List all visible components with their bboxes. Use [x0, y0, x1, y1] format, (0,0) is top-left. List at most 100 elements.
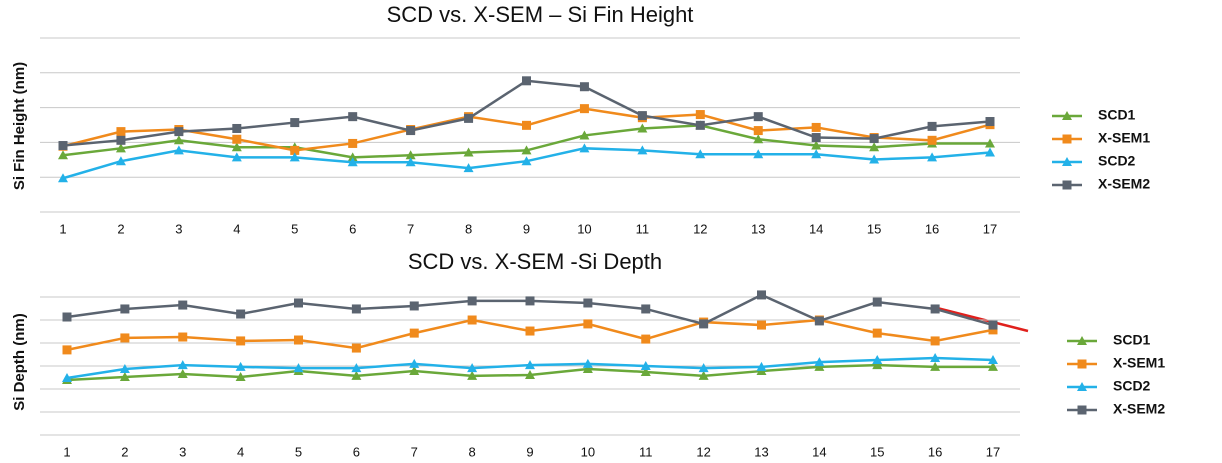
legend-label: SCD2 [1113, 378, 1151, 394]
data-point [930, 304, 940, 314]
data-point [872, 360, 883, 370]
data-point [521, 156, 532, 166]
data-point [405, 150, 416, 160]
x-tick-label: 3 [179, 444, 186, 459]
data-point [62, 345, 72, 355]
data-point [294, 298, 303, 308]
x-tick-label: 6 [353, 444, 360, 459]
legend-marker [1062, 180, 1072, 190]
x-tick-label: 7 [411, 444, 418, 459]
data-point [62, 312, 72, 322]
x-tick-label: 8 [465, 221, 472, 236]
data-point [467, 370, 478, 380]
data-point [116, 127, 126, 137]
data-point [872, 297, 882, 307]
data-point [120, 333, 130, 343]
data-point [351, 343, 361, 353]
x-tick-label: 1 [63, 444, 70, 459]
data-point [641, 334, 651, 344]
x-tick-label: 13 [751, 221, 765, 236]
data-point [579, 82, 589, 92]
chart-title: SCD vs. X-SEM – Si Fin Height [387, 2, 694, 27]
data-point [58, 141, 68, 151]
x-tick-label: 5 [291, 221, 298, 236]
x-tick-label: 5 [295, 444, 302, 459]
x-tick-label: 4 [233, 221, 240, 236]
chart-title: SCD vs. X-SEM -Si Depth [408, 249, 662, 274]
data-point [641, 304, 651, 314]
data-point [985, 138, 995, 148]
legend-marker [1077, 405, 1087, 415]
data-point [640, 361, 651, 370]
x-tick-label: 17 [983, 221, 997, 236]
data-point [811, 122, 821, 132]
data-point [811, 140, 822, 150]
data-point [463, 147, 474, 157]
data-point [637, 123, 648, 133]
data-point [814, 361, 825, 371]
data-point [814, 357, 825, 367]
data-point [927, 152, 938, 162]
data-point [927, 121, 937, 131]
data-point [348, 138, 358, 148]
x-tick-label: 15 [870, 444, 884, 459]
data-point [695, 120, 705, 130]
data-point [115, 143, 126, 153]
data-point [177, 360, 188, 370]
data-point [409, 358, 420, 368]
data-point [640, 366, 651, 376]
data-point [347, 157, 358, 167]
legend-label: SCD1 [1098, 107, 1136, 123]
data-point [120, 304, 130, 314]
data-point [467, 296, 477, 306]
data-point [753, 149, 764, 159]
x-tick-label: 7 [407, 221, 414, 236]
data-point [869, 134, 879, 144]
data-point [232, 134, 242, 144]
x-tick-label: 8 [469, 444, 476, 459]
data-point [406, 126, 416, 136]
data-point [231, 142, 242, 152]
data-point [293, 363, 304, 373]
data-point [467, 315, 477, 325]
data-point [405, 157, 416, 167]
legend-marker [1077, 359, 1087, 369]
data-point [695, 110, 705, 120]
data-point [521, 145, 532, 155]
x-tick-label: 14 [809, 221, 823, 236]
data-point [177, 369, 188, 379]
legend-label: X-SEM2 [1113, 401, 1165, 417]
data-point [294, 335, 303, 345]
data-point [579, 130, 590, 140]
data-point [582, 363, 593, 373]
data-point [522, 120, 531, 130]
data-point [62, 372, 72, 382]
data-point [178, 332, 188, 342]
data-point [464, 113, 474, 123]
x-tick-label: 16 [925, 221, 939, 236]
data-point [58, 150, 68, 160]
legend-label: SCD1 [1113, 332, 1151, 348]
data-point [930, 361, 941, 371]
data-point [699, 319, 709, 329]
x-tick-label: 14 [812, 444, 826, 459]
data-point [525, 326, 535, 336]
data-point [695, 149, 706, 159]
data-point [173, 145, 184, 155]
data-point [637, 145, 648, 155]
data-point [927, 135, 937, 145]
data-point [348, 112, 358, 122]
data-point [235, 361, 246, 371]
data-point [753, 126, 763, 136]
series-line [62, 79, 991, 147]
x-tick-label: 9 [523, 221, 530, 236]
data-point [174, 127, 184, 137]
data-point [119, 372, 130, 382]
data-point [583, 319, 593, 329]
data-point [582, 358, 593, 368]
data-point [119, 363, 130, 373]
y-axis-label: Si Depth (nm) [11, 313, 28, 411]
data-point [756, 361, 767, 371]
x-tick-label: 2 [121, 444, 128, 459]
